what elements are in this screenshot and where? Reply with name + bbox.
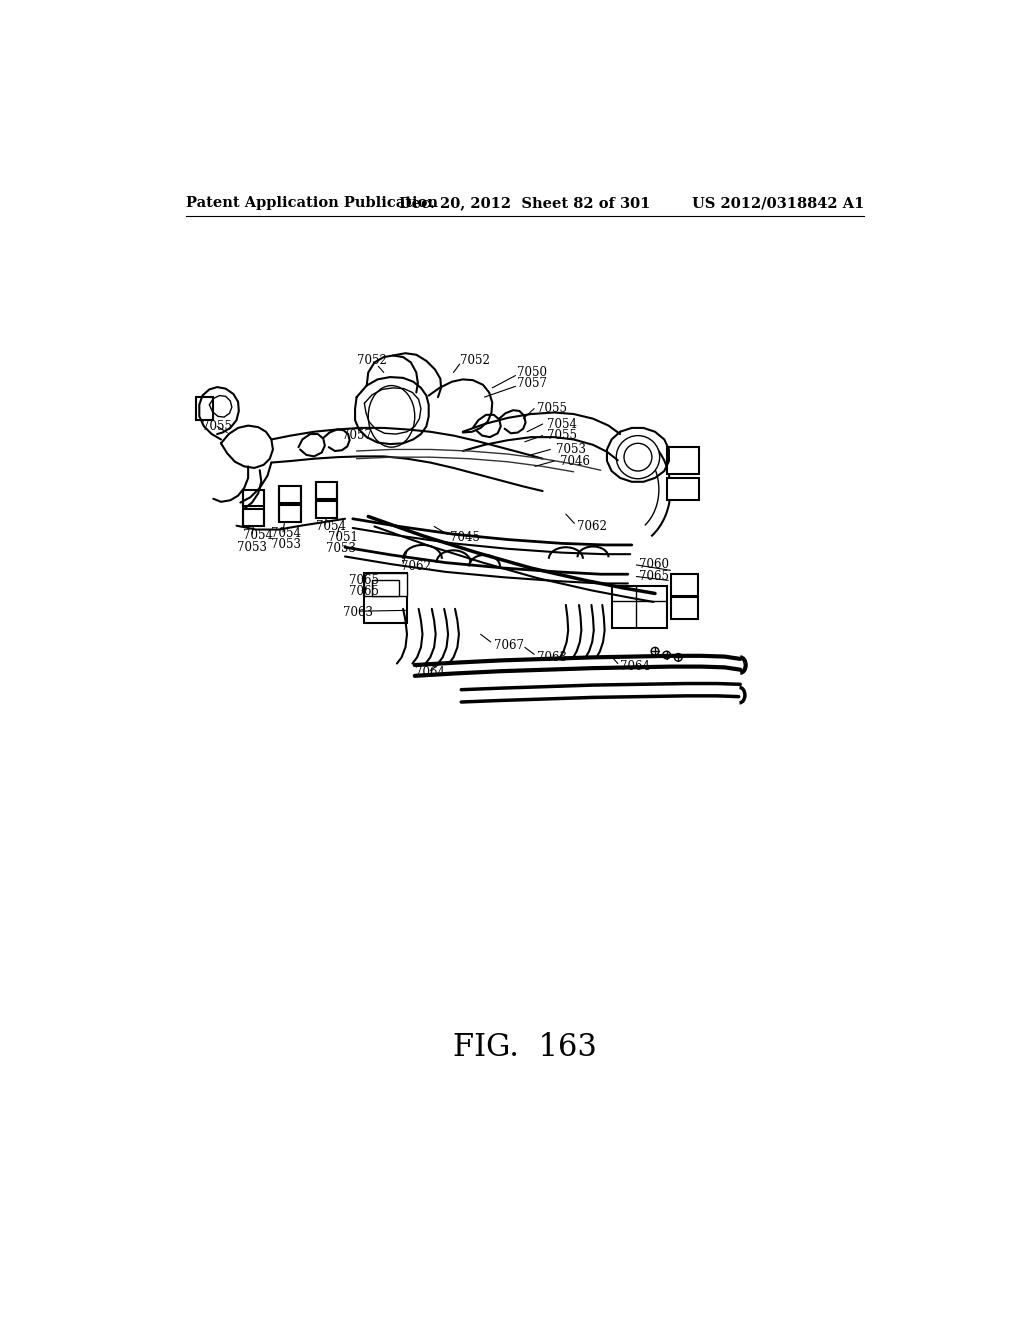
Text: 7055: 7055 [202, 420, 231, 433]
Bar [372, 581, 399, 595]
Circle shape [663, 651, 671, 659]
Text: 7052: 7052 [356, 354, 386, 367]
Text: 7065: 7065 [349, 585, 379, 598]
Bar [365, 573, 407, 595]
Text: 7063: 7063 [538, 651, 567, 664]
Text: US 2012/0318842 A1: US 2012/0318842 A1 [692, 197, 864, 210]
Text: 7053: 7053 [271, 539, 301, 552]
Circle shape [675, 653, 682, 661]
Text: 7046: 7046 [560, 454, 591, 467]
Bar [243, 490, 264, 507]
Text: 7053: 7053 [237, 541, 266, 554]
Bar [243, 508, 264, 525]
Circle shape [624, 444, 652, 471]
Text: 7054: 7054 [315, 520, 345, 533]
Text: 7045: 7045 [450, 531, 479, 544]
Text: Dec. 20, 2012  Sheet 82 of 301: Dec. 20, 2012 Sheet 82 of 301 [399, 197, 650, 210]
Bar [280, 506, 301, 521]
Bar [671, 597, 697, 619]
Bar [315, 502, 337, 517]
Text: 7060: 7060 [640, 558, 670, 572]
Text: 7062: 7062 [400, 560, 431, 573]
Text: 7055: 7055 [547, 429, 577, 442]
Text: FIG.  163: FIG. 163 [453, 1032, 597, 1063]
Text: Patent Application Publication: Patent Application Publication [186, 197, 438, 210]
Text: 7054: 7054 [243, 529, 272, 543]
Text: 7053: 7053 [556, 444, 586, 455]
Text: 7065: 7065 [640, 570, 670, 583]
Text: 7055: 7055 [538, 403, 567, 416]
Text: 7062: 7062 [578, 520, 607, 533]
Text: 7064: 7064 [415, 667, 444, 680]
Text: 7051: 7051 [328, 531, 357, 544]
Bar [365, 573, 407, 623]
Bar [667, 447, 699, 474]
Text: 7052: 7052 [460, 354, 489, 367]
Circle shape [616, 436, 659, 479]
Bar [197, 397, 213, 420]
Text: 7067: 7067 [494, 639, 524, 652]
Bar [671, 574, 697, 595]
Text: 7064: 7064 [621, 660, 650, 673]
Text: 7053: 7053 [326, 541, 355, 554]
Text: 7065: 7065 [349, 574, 379, 587]
Bar [315, 482, 337, 499]
Text: 7063: 7063 [343, 606, 374, 619]
Bar [667, 478, 699, 499]
Text: 7057: 7057 [517, 376, 547, 389]
Bar [280, 486, 301, 503]
Text: 7054: 7054 [547, 417, 577, 430]
Text: 7050: 7050 [517, 366, 547, 379]
Text: 7054: 7054 [271, 527, 301, 540]
Circle shape [651, 647, 658, 655]
Bar [612, 586, 667, 628]
Text: 7057: 7057 [342, 429, 372, 442]
